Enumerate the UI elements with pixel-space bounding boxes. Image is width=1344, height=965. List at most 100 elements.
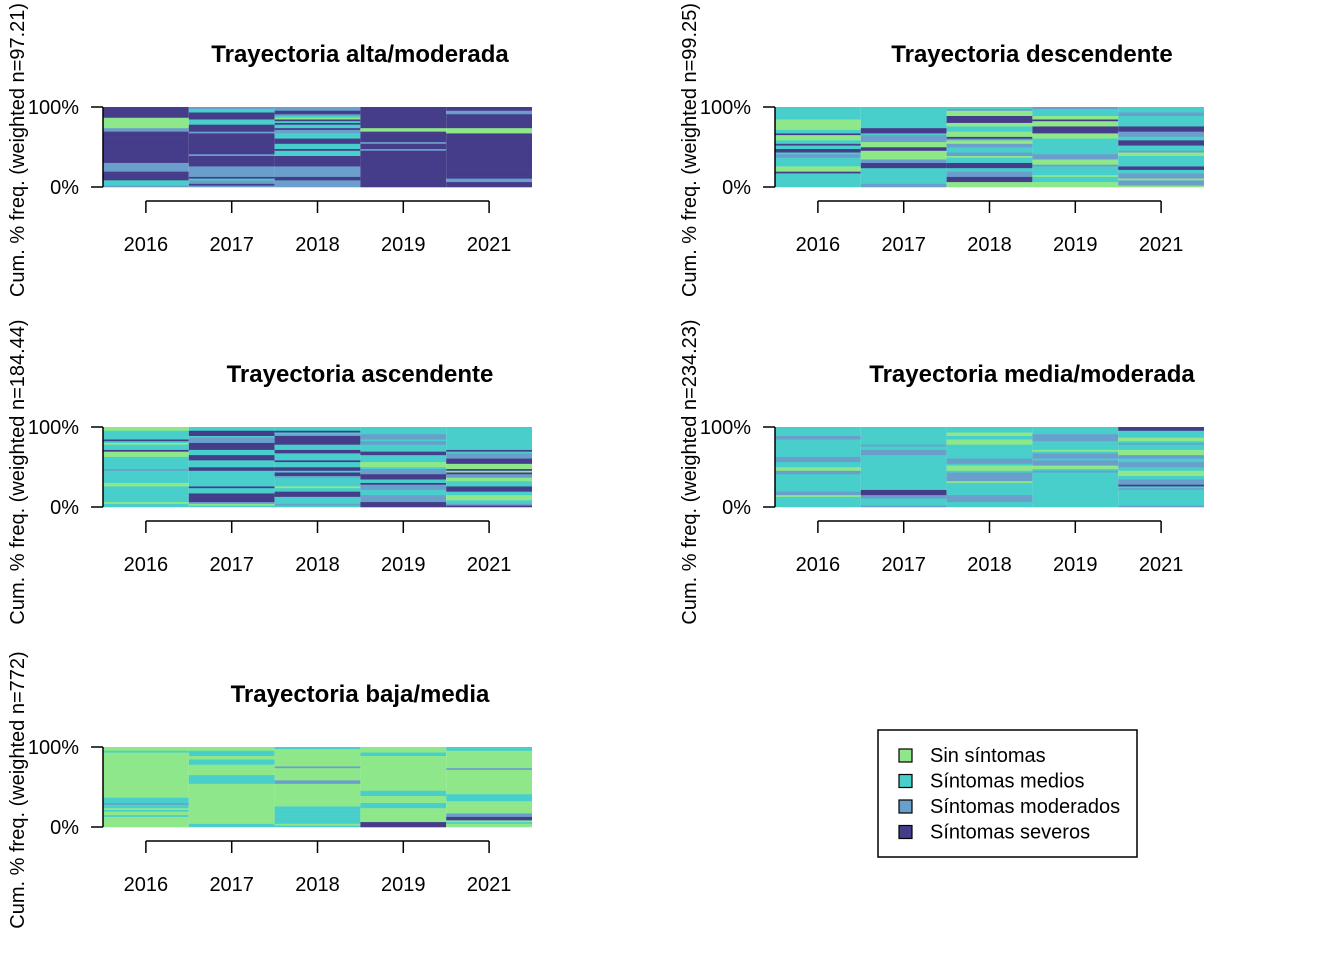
seq-band: [274, 486, 361, 489]
seq-band: [775, 479, 861, 482]
seq-band: [188, 107, 275, 110]
seq-band: [775, 454, 861, 457]
y-axis-label: Cum. % freq. (weighted n=184.44): [7, 319, 29, 624]
legend-swatch: [898, 748, 913, 763]
x-tick-label: 2016: [124, 554, 169, 576]
seq-band: [775, 131, 861, 134]
seq-band: [274, 748, 361, 756]
seq-band: [274, 143, 361, 150]
seq-band: [103, 750, 189, 753]
seq-band: [274, 755, 361, 762]
seq-band: [360, 167, 447, 172]
seq-band: [446, 113, 532, 120]
seq-band: [446, 787, 532, 795]
seq-band: [946, 107, 1033, 110]
seq-band: [274, 160, 361, 167]
seq-band: [446, 767, 532, 770]
seq-band: [860, 494, 947, 499]
seq-band: [775, 173, 861, 179]
seq-band: [274, 430, 361, 433]
seq-band: [860, 140, 947, 143]
seq-band: [860, 127, 947, 134]
seq-band: [103, 475, 189, 478]
seq-band: [446, 164, 532, 170]
seq-band: [1032, 460, 1119, 463]
seq-band: [1032, 113, 1119, 116]
seq-band: [860, 133, 947, 136]
seq-band: [1032, 176, 1119, 183]
x-tick-label: 2016: [796, 234, 841, 256]
seq-band: [446, 110, 532, 115]
seq-band: [188, 467, 275, 471]
seq-band: [274, 766, 361, 769]
seq-band: [103, 115, 189, 118]
seq-band: [446, 491, 532, 496]
seq-band: [1032, 453, 1119, 459]
seq-band: [1032, 166, 1119, 174]
seq-band: [1032, 119, 1119, 122]
seq-band: [1032, 427, 1119, 433]
x-tick-label: 2018: [295, 874, 340, 896]
x-tick-label: 2018: [967, 554, 1012, 576]
seq-band: [775, 108, 861, 120]
seq-band: [360, 141, 447, 144]
seq-band: [188, 783, 275, 796]
seq-band: [1032, 470, 1119, 473]
seq-band: [775, 148, 861, 153]
seq-band: [775, 496, 861, 503]
seq-band: [1032, 181, 1119, 184]
seq-band: [860, 454, 947, 463]
seq-band: [103, 811, 189, 816]
seq-band: [274, 505, 361, 508]
seq-band: [274, 460, 361, 463]
seq-band: [446, 124, 532, 129]
seq-band: [446, 747, 532, 751]
x-tick-label: 2021: [1139, 234, 1184, 256]
seq-band: [103, 797, 189, 803]
seq-band: [860, 147, 947, 151]
panel-5: 0% 100% 2016 2017 2018 2019 2021 Trayectoria ba…: [7, 651, 532, 929]
seq-band: [103, 776, 189, 790]
seq-band: [103, 185, 189, 188]
seq-band: [946, 108, 1033, 111]
seq-band: [946, 160, 1033, 163]
seq-band: [103, 134, 189, 137]
seq-band: [103, 442, 189, 445]
seq-band: [446, 823, 532, 828]
seq-band: [188, 774, 275, 777]
seq-band: [103, 752, 189, 758]
seq-band: [946, 110, 1033, 116]
seq-band: [188, 460, 275, 463]
seq-band: [188, 505, 275, 508]
seq-band: [946, 432, 1033, 436]
seq-band: [946, 430, 1033, 433]
seq-band: [188, 171, 275, 177]
seq-band: [860, 159, 947, 163]
seq-band: [103, 439, 189, 442]
seq-band: [360, 774, 447, 781]
seq-band: [103, 482, 189, 487]
seq-band: [1032, 159, 1119, 165]
seq-band: [446, 813, 532, 817]
seq-band: [1032, 480, 1119, 492]
seq-band: [274, 180, 361, 183]
seq-band: [946, 501, 1033, 506]
seq-band: [946, 482, 1033, 492]
seq-band: [360, 176, 447, 181]
seq-band: [775, 140, 861, 144]
seq-band: [103, 456, 189, 470]
seq-band: [946, 131, 1033, 137]
seq-band: [1118, 489, 1204, 503]
seq-band: [188, 133, 275, 146]
seq-band: [103, 788, 189, 793]
seq-band: [188, 124, 275, 129]
x-tick-label: 2021: [1139, 554, 1184, 576]
seq-band: [188, 823, 275, 828]
seq-band: [274, 480, 361, 487]
seq-band: [860, 141, 947, 148]
seq-band: [360, 766, 447, 772]
seq-band: [188, 153, 275, 156]
seq-band: [360, 780, 447, 788]
seq-band: [1032, 458, 1119, 461]
seq-band: [946, 463, 1033, 466]
